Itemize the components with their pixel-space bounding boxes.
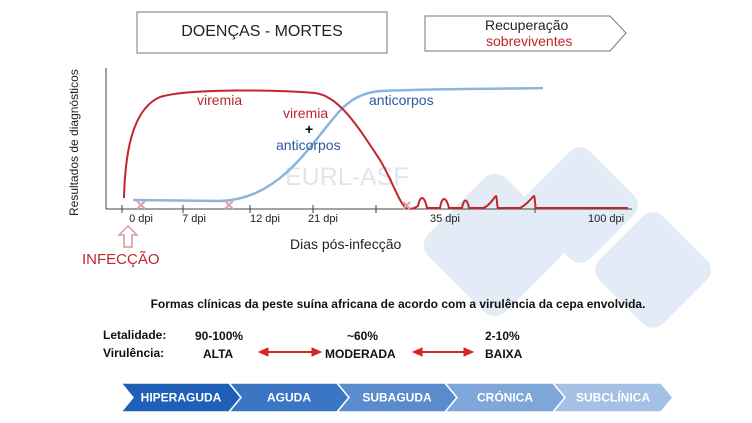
x-axis-label: Dias pós-infecção — [290, 236, 401, 252]
lethality-moderate: ~60% — [347, 329, 378, 343]
antibodies-label: anticorpos — [369, 92, 434, 108]
stage-chevron — [551, 382, 674, 413]
tick-label: 7 dpi — [182, 213, 206, 225]
tick-label: 100 dpi — [588, 213, 624, 225]
tick-label: 35 dpi — [430, 213, 460, 225]
tick-label: 0 dpi — [129, 213, 153, 225]
antibody-curve — [132, 86, 544, 203]
y-axis-label: Resultados de diagnósticos — [67, 69, 81, 216]
virulence-moderate: MODERADA — [325, 347, 396, 361]
stage-label: AGUDA — [267, 391, 311, 405]
stage-label: CRÓNICA — [477, 390, 533, 405]
survivors-label: sobreviventes — [486, 33, 572, 49]
virulence-label: Virulência: — [103, 346, 164, 360]
recovery-label: Recuperação — [485, 17, 568, 33]
overlap-plus-label: + — [305, 121, 313, 137]
tick-label: 12 dpi — [250, 213, 280, 225]
disease-deaths-title: DOENÇAS - MORTES — [181, 23, 343, 40]
viremia-curve — [123, 89, 628, 210]
double-arrow-icon — [257, 347, 323, 357]
lethality-low: 2-10% — [485, 329, 520, 343]
infection-label: INFECÇÃO — [82, 251, 160, 268]
stage-label: HIPERAGUDA — [141, 391, 222, 405]
clinical-stages: HIPERAGUDA AGUDA SUBAGUDA CRÓNICA SUBCLÍNICA — [119, 382, 674, 413]
lethality-high: 90-100% — [195, 329, 243, 343]
double-arrow-icon — [411, 347, 475, 357]
overlap-viremia-label: viremia — [283, 105, 328, 121]
tick-label: 21 dpi — [308, 213, 338, 225]
infection-arrow-icon — [117, 224, 139, 248]
lethality-label: Letalidade: — [103, 328, 166, 342]
stage-label: SUBAGUDA — [362, 391, 432, 405]
sample-markers — [136, 200, 411, 210]
x-ticks — [121, 205, 536, 213]
subtitle: Formas clínicas da peste suína africana … — [151, 297, 646, 311]
recovery-arrow-box — [424, 15, 627, 52]
disease-deaths-box — [136, 11, 388, 54]
overlap-antibodies-label: anticorpos — [276, 137, 341, 153]
stage-label: SUBCLÍNICA — [576, 390, 650, 405]
virulence-high: ALTA — [203, 347, 234, 361]
virulence-low: BAIXA — [485, 347, 523, 361]
viremia-label: viremia — [197, 92, 242, 108]
